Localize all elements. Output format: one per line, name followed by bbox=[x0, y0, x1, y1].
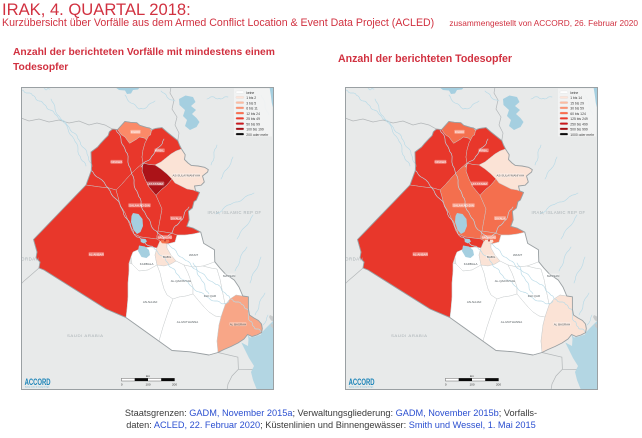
svg-text:ARBIL: ARBIL bbox=[155, 149, 164, 153]
svg-text:1 bis 14: 1 bis 14 bbox=[570, 96, 582, 100]
svg-text:NINAWA: NINAWA bbox=[111, 160, 123, 164]
svg-text:BAGHDAD: BAGHDAD bbox=[158, 236, 173, 240]
svg-text:km: km bbox=[470, 374, 475, 378]
svg-text:keine: keine bbox=[570, 91, 578, 95]
svg-text:KARBALA: KARBALA bbox=[464, 262, 478, 266]
svg-text:30 bis 59: 30 bis 59 bbox=[570, 107, 584, 111]
svg-text:AS-SULAYMANIYAH: AS-SULAYMANIYAH bbox=[173, 174, 201, 178]
svg-text:WASIT: WASIT bbox=[513, 253, 522, 257]
svg-text:ARBIL: ARBIL bbox=[479, 149, 488, 153]
svg-text:15 bis 29: 15 bis 29 bbox=[570, 101, 584, 105]
svg-text:WASIT: WASIT bbox=[189, 253, 198, 257]
svg-text:1 bis 2: 1 bis 2 bbox=[246, 96, 256, 100]
svg-text:BABIL: BABIL bbox=[163, 255, 172, 259]
svg-text:JORDAN: JORDAN bbox=[345, 257, 363, 262]
svg-text:IRAN, ISLAMIC REP OF: IRAN, ISLAMIC REP OF bbox=[532, 210, 586, 215]
svg-text:AL-QADISIYAH: AL-QADISIYAH bbox=[495, 279, 516, 283]
svg-text:100: 100 bbox=[145, 382, 150, 386]
svg-text:DHI QAR: DHI QAR bbox=[204, 294, 216, 298]
svg-text:SALAH AD-DIN: SALAH AD-DIN bbox=[453, 204, 474, 208]
svg-text:AL-MUTHANNA: AL-MUTHANNA bbox=[177, 320, 198, 324]
svg-text:200: 200 bbox=[496, 382, 501, 386]
svg-text:AN-NAJAF: AN-NAJAF bbox=[467, 300, 482, 304]
svg-text:25 bis 49: 25 bis 49 bbox=[246, 117, 260, 121]
svg-text:250 bis 499: 250 bis 499 bbox=[570, 122, 588, 126]
svg-text:km: km bbox=[146, 374, 151, 378]
svg-text:0: 0 bbox=[121, 382, 123, 386]
svg-text:MAYSAN: MAYSAN bbox=[547, 274, 559, 278]
svg-text:100: 100 bbox=[469, 382, 474, 386]
svg-text:BAGHDAD: BAGHDAD bbox=[482, 236, 497, 240]
svg-text:AL BASRAH: AL BASRAH bbox=[554, 323, 571, 327]
svg-text:50 bis 99: 50 bis 99 bbox=[246, 122, 260, 126]
svg-text:DIYALA: DIYALA bbox=[171, 216, 181, 220]
svg-text:AL-ANBAR: AL-ANBAR bbox=[413, 253, 428, 257]
svg-text:IRAN, ISLAMIC REP OF: IRAN, ISLAMIC REP OF bbox=[208, 210, 262, 215]
svg-text:6 bis 11: 6 bis 11 bbox=[246, 107, 258, 111]
svg-text:12 bis 24: 12 bis 24 bbox=[246, 112, 260, 116]
svg-text:SAUDI ARABIA: SAUDI ARABIA bbox=[391, 333, 428, 338]
svg-text:ACCORD: ACCORD bbox=[349, 377, 375, 388]
svg-text:500 bis 999: 500 bis 999 bbox=[570, 128, 588, 132]
svg-text:3 bis 5: 3 bis 5 bbox=[246, 101, 256, 105]
svg-text:AL-ANBAR: AL-ANBAR bbox=[89, 253, 104, 257]
svg-text:MAYSAN: MAYSAN bbox=[223, 274, 235, 278]
svg-text:SALAH AD-DIN: SALAH AD-DIN bbox=[129, 204, 150, 208]
svg-text:DHI QAR: DHI QAR bbox=[528, 294, 540, 298]
svg-text:KARBALA: KARBALA bbox=[140, 262, 154, 266]
svg-text:NINAWA: NINAWA bbox=[435, 160, 447, 164]
svg-text:DIYALA: DIYALA bbox=[495, 216, 505, 220]
svg-text:keine: keine bbox=[246, 91, 254, 95]
svg-text:AL-MUTHANNA: AL-MUTHANNA bbox=[501, 320, 522, 324]
svg-text:200: 200 bbox=[172, 382, 177, 386]
svg-text:AL-QADISIYAH: AL-QADISIYAH bbox=[171, 279, 192, 283]
svg-text:JORDAN: JORDAN bbox=[21, 257, 39, 262]
svg-text:SAUDI ARABIA: SAUDI ARABIA bbox=[67, 333, 104, 338]
svg-text:60 bis 124: 60 bis 124 bbox=[570, 112, 586, 116]
svg-text:125 bis 249: 125 bis 249 bbox=[570, 117, 588, 121]
svg-text:ACCORD: ACCORD bbox=[25, 377, 51, 388]
svg-text:AN-NAJAF: AN-NAJAF bbox=[143, 300, 158, 304]
svg-text:0: 0 bbox=[445, 382, 447, 386]
svg-text:BABIL: BABIL bbox=[487, 255, 496, 259]
svg-text:AT-TA'MIM: AT-TA'MIM bbox=[149, 182, 164, 186]
svg-text:DIHOK: DIHOK bbox=[455, 130, 464, 134]
svg-text:Austrian Centre for Country of: Austrian Centre for Country of Origin bbox=[25, 386, 49, 389]
svg-text:AL BASRAH: AL BASRAH bbox=[230, 323, 247, 327]
svg-text:200 oder mehr: 200 oder mehr bbox=[246, 133, 269, 137]
svg-text:DIHOK: DIHOK bbox=[131, 130, 140, 134]
svg-text:Austrian Centre for Country of: Austrian Centre for Country of Origin bbox=[349, 386, 373, 389]
svg-text:1000 oder mehr: 1000 oder mehr bbox=[570, 133, 595, 137]
svg-text:AT-TA'MIM: AT-TA'MIM bbox=[473, 182, 488, 186]
svg-text:AS-SULAYMANIYAH: AS-SULAYMANIYAH bbox=[497, 174, 525, 178]
svg-text:100 bis 199: 100 bis 199 bbox=[246, 128, 264, 132]
